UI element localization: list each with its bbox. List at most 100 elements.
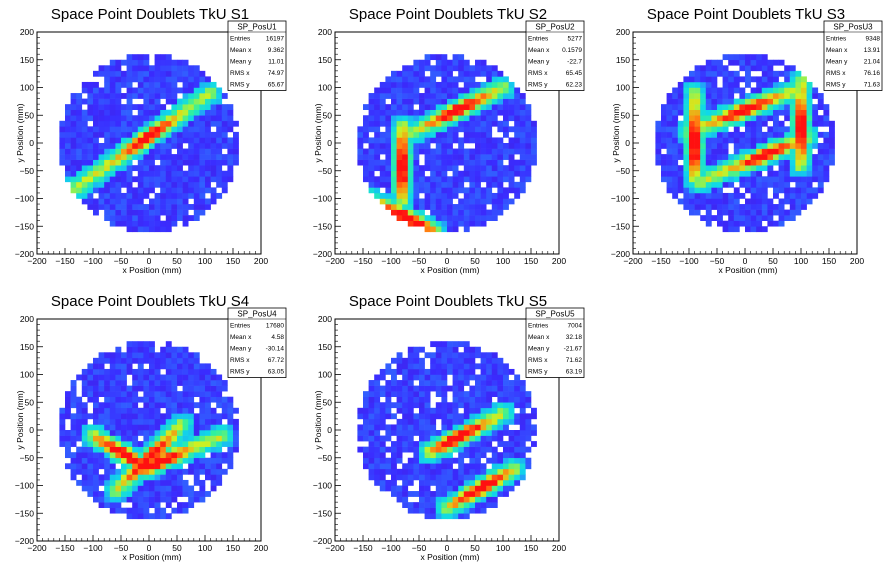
heatmap-bin: [126, 104, 133, 110]
heatmap-bin: [503, 187, 509, 194]
heatmap-bin: [149, 341, 155, 348]
heatmap-bin: [59, 154, 66, 160]
heatmap-bin: [149, 418, 155, 425]
heatmap-bin: [497, 435, 504, 442]
heatmap-bin: [154, 198, 161, 205]
heatmap-bin: [98, 446, 105, 453]
heatmap-bin: [441, 496, 448, 503]
heatmap-bin: [677, 137, 684, 144]
heatmap-bin: [188, 413, 195, 420]
heatmap-bin: [193, 209, 200, 216]
heatmap-bin: [806, 198, 813, 205]
heatmap-bin: [469, 468, 476, 475]
heatmap-bin: [115, 126, 122, 133]
heatmap-bin: [396, 181, 403, 188]
heatmap-bin: [424, 65, 431, 72]
heatmap-bin: [137, 468, 144, 475]
heatmap-bin: [132, 435, 139, 442]
heatmap-bin: [363, 159, 369, 166]
heatmap-bin: [694, 170, 701, 177]
heatmap-bin: [104, 109, 111, 116]
heatmap-bin: [137, 131, 144, 138]
heatmap-bin: [705, 126, 712, 133]
heatmap-bin: [154, 402, 161, 409]
heatmap-bin: [469, 496, 476, 503]
heatmap-bin: [508, 176, 515, 183]
heatmap-bin: [784, 215, 791, 221]
heatmap-bin: [430, 452, 437, 459]
heatmap-bin: [430, 474, 437, 481]
heatmap-bin: [81, 109, 88, 116]
heatmap-bin: [503, 198, 509, 205]
heatmap-bin: [711, 131, 718, 138]
heatmap-bin: [508, 396, 515, 403]
heatmap-bin: [182, 154, 189, 160]
heatmap-bin: [784, 187, 791, 194]
heatmap-bin: [199, 363, 206, 370]
heatmap-bin: [126, 120, 133, 127]
heatmap-bin: [210, 463, 217, 470]
heatmap-bin: [705, 143, 712, 149]
heatmap-bin: [171, 98, 178, 105]
heatmap-bin: [430, 226, 437, 233]
heatmap-bin: [121, 192, 127, 199]
heatmap-bin: [823, 143, 830, 149]
heatmap-bin: [452, 424, 459, 431]
heatmap-bin: [447, 468, 453, 475]
heatmap-bin: [188, 126, 195, 133]
heatmap-bin: [143, 413, 150, 420]
heatmap-bin: [430, 70, 437, 77]
heatmap-bin: [733, 159, 740, 166]
heatmap-bin: [104, 502, 111, 508]
heatmap-bin: [441, 507, 448, 514]
heatmap-bin: [221, 413, 228, 420]
heatmap-bin: [458, 209, 465, 216]
heatmap-bin: [750, 126, 757, 133]
heatmap-bin: [711, 192, 718, 199]
heatmap-bin: [115, 468, 122, 475]
heatmap-bin: [739, 209, 746, 216]
heatmap-bin: [182, 485, 189, 492]
stats-label: Mean y: [230, 346, 252, 353]
heatmap-bin: [143, 513, 150, 520]
heatmap-bin: [363, 424, 369, 431]
stats-label: RMS x: [528, 70, 548, 77]
heatmap-bin: [419, 93, 425, 99]
heatmap-bin: [469, 115, 476, 122]
y-axis-label: y Position (mm): [313, 103, 323, 162]
heatmap-bin: [177, 352, 183, 359]
heatmap-bin: [193, 357, 200, 364]
heatmap-bin: [171, 452, 178, 459]
heatmap-bin: [402, 413, 409, 420]
heatmap-bin: [357, 413, 364, 420]
heatmap-bin: [458, 352, 465, 359]
heatmap-bin: [216, 463, 223, 470]
heatmap-bin: [784, 209, 791, 216]
heatmap-bin: [475, 204, 481, 210]
heatmap-bin: [458, 176, 465, 183]
heatmap-bin: [132, 137, 139, 144]
heatmap-bin: [227, 418, 234, 425]
heatmap-bin: [137, 491, 144, 497]
heatmap-bin: [722, 204, 729, 210]
heatmap-bin: [70, 468, 77, 475]
heatmap-bin: [87, 363, 94, 370]
heatmap-bin: [817, 159, 824, 166]
heatmap-bin: [402, 126, 409, 133]
heatmap-bin: [171, 204, 178, 210]
heatmap-bin: [59, 407, 66, 414]
heatmap-bin: [59, 126, 66, 133]
heatmap-bin: [87, 204, 94, 210]
heatmap-bin: [154, 474, 161, 481]
heatmap-bin: [435, 143, 442, 149]
heatmap-bin: [182, 204, 189, 210]
heatmap-bin: [210, 131, 217, 138]
heatmap-bin: [503, 98, 509, 105]
heatmap-bin: [154, 120, 161, 127]
heatmap-bin: [171, 457, 178, 464]
heatmap-bin: [514, 457, 521, 464]
heatmap-bin: [149, 413, 155, 420]
heatmap-bin: [424, 380, 431, 386]
heatmap-bin: [441, 204, 448, 210]
heatmap-bin: [149, 126, 155, 133]
